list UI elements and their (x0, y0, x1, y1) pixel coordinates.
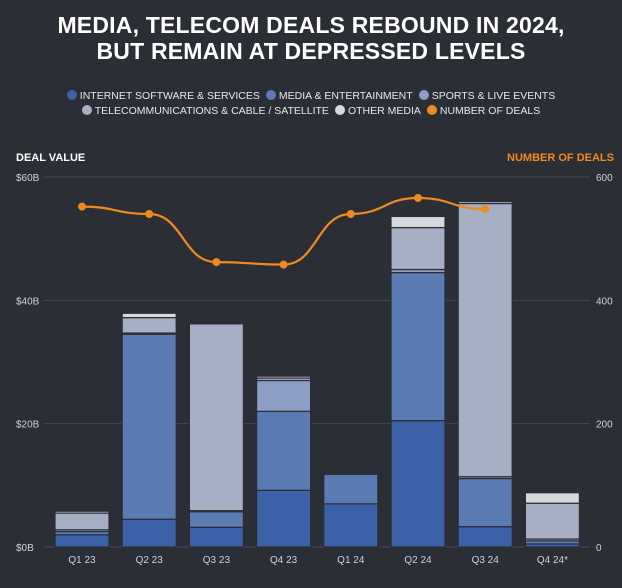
bar-segment (390, 419, 446, 548)
bar-segment (524, 502, 581, 540)
bar-segment (54, 512, 110, 531)
legend-swatch-icon (66, 90, 77, 100)
right-axis-title: NUMBER OF DEALS (507, 152, 614, 164)
left-axis-title: DEAL VALUE (16, 152, 86, 164)
bar-segment (121, 312, 177, 319)
legend-item: MEDIA & ENTERTAINMENT (265, 90, 413, 102)
bar-segment (256, 379, 312, 412)
deals-point (481, 205, 490, 214)
x-tick-label: Q1 23 (68, 555, 96, 566)
legend-swatch-icon (426, 105, 437, 115)
deals-point (145, 210, 154, 218)
deals-point (78, 202, 86, 211)
bar-segment (256, 375, 312, 379)
bar-segment (323, 473, 379, 505)
deals-point (414, 193, 422, 202)
bar-segment (323, 471, 379, 473)
bar-segment (457, 477, 513, 528)
bar-segment (188, 526, 244, 548)
y-tick-label: $40B (16, 296, 40, 307)
legend-swatch-icon (334, 105, 345, 115)
title-line-1: MEDIA, TELECOM DEALS REBOUND IN 2024, (57, 12, 565, 38)
y-tick-label: $60B (16, 173, 40, 184)
bar-segment (121, 317, 177, 334)
bar-segment (54, 510, 110, 514)
x-tick-label: Q3 24 (472, 555, 500, 566)
legend-swatch-icon (418, 90, 429, 100)
legend-label: INTERNET SOFTWARE & SERVICES (79, 90, 260, 102)
bar-segment (256, 410, 312, 491)
x-tick-label: Q2 24 (404, 555, 432, 566)
y-right-tick-label: 0 (596, 543, 602, 554)
bar-segment (323, 503, 379, 548)
legend-label: MEDIA & ENTERTAINMENT (278, 90, 413, 102)
bar-segment (390, 215, 446, 229)
y-right-tick-label: 600 (596, 173, 613, 184)
bar-segment (457, 201, 513, 205)
y-tick-label: $20B (16, 420, 40, 431)
bar-segment (54, 534, 110, 548)
legend-label: SPORTS & LIVE EVENTS (431, 90, 556, 102)
bar-segment (121, 518, 177, 548)
legend-row-2: TELECOMMUNICATIONS & CABLE / SATELLITE OT… (0, 105, 622, 117)
deals-point (279, 260, 288, 269)
y-right-tick-label: 200 (596, 420, 613, 431)
x-tick-label: Q4 23 (270, 555, 298, 566)
bar-segment (390, 226, 446, 271)
bar-segment (188, 511, 244, 528)
legend-label: OTHER MEDIA (347, 105, 421, 117)
bar-segment (390, 271, 446, 422)
bar-segment (188, 323, 244, 512)
legend-item: OTHER MEDIA (334, 105, 421, 117)
legend-label: NUMBER OF DEALS (439, 105, 541, 117)
bar-segment (121, 333, 177, 520)
legend-swatch-icon (81, 105, 92, 115)
bar-segment (256, 489, 312, 548)
x-tick-label: Q3 23 (203, 555, 231, 566)
bar-segment (457, 202, 513, 478)
legend-item: SPORTS & LIVE EVENTS (418, 90, 556, 102)
bar-segment (188, 322, 244, 325)
deals-point (212, 258, 221, 267)
x-tick-label: Q1 24 (337, 555, 365, 566)
legend-swatch-icon (265, 90, 276, 100)
chart-title: MEDIA, TELECOM DEALS REBOUND IN 2024, BU… (0, 12, 622, 64)
bar-segment (524, 492, 581, 504)
x-tick-label: Q2 23 (136, 555, 164, 566)
legend-label: TELECOMMUNICATIONS & CABLE / SATELLITE (94, 105, 329, 117)
legend-row-1: INTERNET SOFTWARE & SERVICES MEDIA & ENTE… (0, 90, 622, 102)
y-right-tick-label: 400 (596, 296, 613, 307)
legend-item: INTERNET SOFTWARE & SERVICES (66, 90, 260, 102)
deals-point (346, 210, 355, 218)
legend-item: NUMBER OF DEALS (426, 105, 541, 117)
y-tick-label: $0B (16, 543, 34, 554)
title-line-2: BUT REMAIN AT DEPRESSED LEVELS (96, 38, 526, 64)
legend-item: TELECOMMUNICATIONS & CABLE / SATELLITE (81, 105, 329, 117)
bar-segment (457, 526, 513, 548)
x-tick-label: Q4 24* (537, 555, 568, 566)
